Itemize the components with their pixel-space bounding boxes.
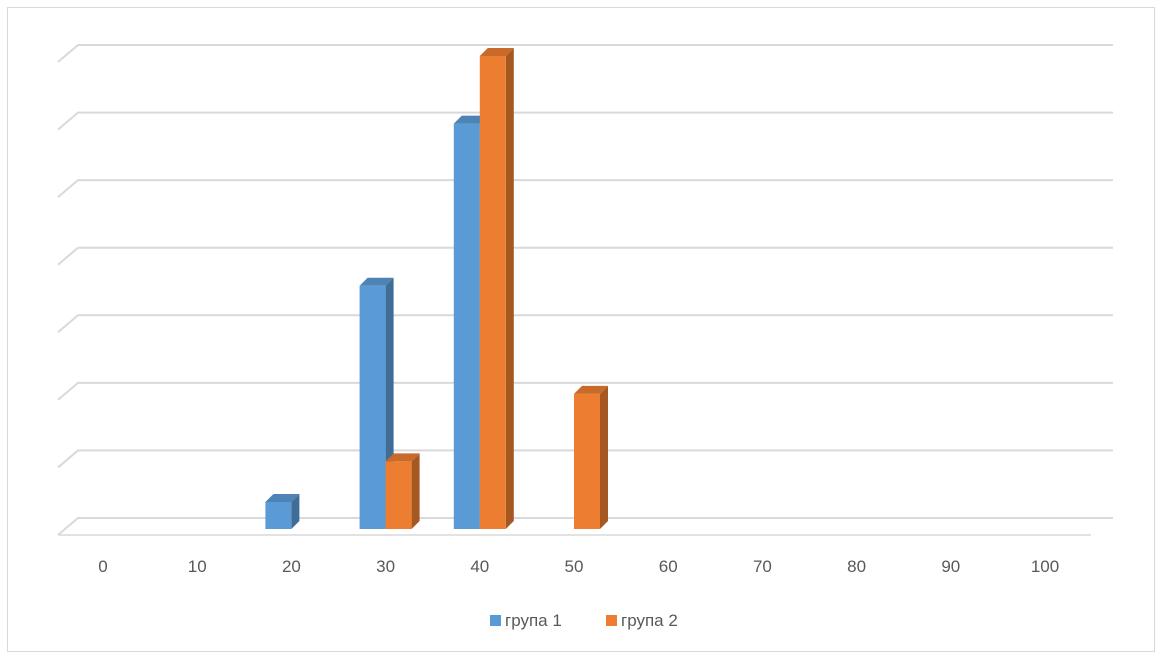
bars <box>265 48 608 530</box>
gridline <box>57 449 1113 469</box>
x-tick-label: 0 <box>98 557 107 576</box>
gridline <box>57 44 1113 63</box>
x-tick-label: 50 <box>565 557 584 576</box>
x-tick-label: 80 <box>847 557 866 576</box>
gridline <box>57 314 1113 334</box>
gridline <box>57 179 1113 198</box>
bar <box>479 48 514 529</box>
x-tick-label: 60 <box>659 557 678 576</box>
gridline <box>57 381 1113 401</box>
x-axis-ticks: 0 10 20 30 40 50 60 70 80 90 100 <box>98 557 1059 576</box>
x-tick-label: 20 <box>282 557 301 576</box>
x-tick-label: 40 <box>470 557 489 576</box>
gridline <box>57 246 1113 266</box>
x-tick-label: 100 <box>1031 557 1059 576</box>
legend: група 1 група 2 <box>490 611 678 630</box>
x-tick-label: 70 <box>753 557 772 576</box>
bar <box>385 453 420 529</box>
gridline <box>57 111 1113 131</box>
x-tick-label: 30 <box>376 557 395 576</box>
x-tick-label: 10 <box>188 557 207 576</box>
bar <box>265 493 300 529</box>
gridlines <box>57 44 1113 536</box>
x-tick-label: 90 <box>941 557 960 576</box>
bar <box>574 385 608 529</box>
legend-swatch-series-2 <box>606 615 617 626</box>
legend-swatch-series-1 <box>490 615 501 626</box>
legend-label-series-2: група 2 <box>621 611 678 630</box>
legend-label-series-1: група 1 <box>505 611 562 630</box>
chart-frame <box>7 7 1155 652</box>
gridline <box>57 517 1113 536</box>
